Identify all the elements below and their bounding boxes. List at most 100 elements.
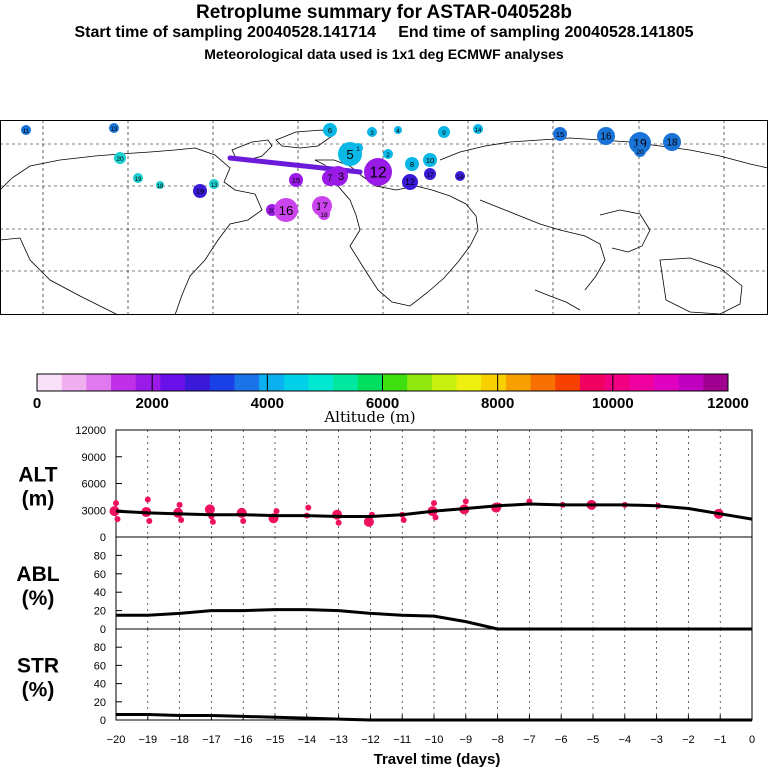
x-tick-label: −13 (329, 734, 348, 746)
map-cluster: 4 (394, 126, 402, 135)
colorbar-label: Altitude (m) (323, 408, 415, 426)
colorbar-swatch (185, 374, 211, 391)
x-tick-label: 0 (749, 734, 755, 746)
y-tick-label: 20 (94, 697, 106, 709)
alt-cluster-marker (144, 496, 151, 503)
cluster-marker (394, 126, 402, 134)
coastlines (0, 129, 768, 316)
map-cluster: 20 (114, 152, 126, 164)
y-tick-label: 40 (94, 587, 106, 599)
y-tick-label: 80 (94, 550, 106, 562)
colorbar-swatch (308, 374, 334, 391)
cluster-day-label: 18 (667, 138, 678, 149)
colorbar-swatch (259, 374, 285, 391)
colorbar-tick-label: 10000 (592, 395, 634, 412)
alt-cluster-marker (305, 504, 312, 511)
cluster-marker (455, 171, 465, 181)
map-cluster: 15 (289, 173, 303, 187)
map-cluster: 16 (274, 198, 298, 222)
map-cluster: 14 (473, 124, 483, 134)
cluster-day-label: 9 (442, 130, 446, 137)
colorbar-swatch (703, 374, 729, 391)
map-cluster: 1 (353, 143, 363, 153)
y-axis-title: STR (17, 655, 59, 678)
colorbar-swatch (135, 374, 161, 391)
map-cluster: 13 (109, 123, 119, 133)
cluster-day-label: 12 (369, 165, 386, 182)
colorbar-swatch (333, 374, 359, 391)
y-axis-unit: (m) (22, 488, 55, 511)
cluster-day-label: 8 (410, 160, 414, 169)
cluster-day-label: 17 (426, 172, 434, 179)
colorbar-swatch (86, 374, 112, 391)
cluster-marker (553, 127, 567, 141)
cluster-day-label: 19 (196, 187, 205, 196)
y-axis-unit: (%) (22, 679, 55, 702)
colorbar-swatch (604, 374, 630, 391)
x-tick-label: −16 (234, 734, 253, 746)
cluster-marker (405, 157, 419, 171)
cluster-marker (423, 153, 437, 167)
cluster-day-label: 14 (475, 128, 482, 134)
alt-cluster-marker (273, 508, 280, 515)
colorbar-swatch (555, 374, 581, 391)
colorbar-swatch (579, 374, 606, 391)
alt-cluster-marker (431, 500, 437, 507)
map-cluster: 19 (133, 173, 143, 183)
alt-cluster-marker (146, 517, 153, 524)
colorbar-tick-label: 12000 (707, 395, 749, 412)
colorbar-swatch (111, 374, 137, 391)
cluster-marker (109, 123, 119, 133)
y-tick-label: 20 (94, 606, 106, 618)
y-tick-label: 3000 (82, 505, 106, 517)
y-tick-label: 6000 (82, 479, 106, 491)
x-tick-label: −10 (425, 734, 444, 746)
altitude-colorbar: 0 2000 4000 6000 8000 10000 12000 Altitude (m) (33, 373, 749, 426)
cluster-marker (634, 145, 646, 157)
abl-panel: 0 20 40 60 80 ABL(%) (16, 536, 753, 636)
x-axis: −20 −19 −18 −17 −16 −15 −14 −13 −12 −11 −10 −9 −8 −7−… (107, 715, 755, 746)
map-frame (0, 120, 768, 315)
map-cluster: 17 (424, 168, 436, 180)
cluster-day-label: 13 (111, 127, 118, 133)
cluster-day-label: 10 (426, 156, 435, 165)
map-cluster: 16 (597, 127, 615, 145)
map-cluster: 6 (323, 123, 337, 137)
colorbar-swatch (234, 374, 260, 391)
map-cluster: 18 (663, 133, 681, 151)
cluster-day-label: 20 (636, 149, 644, 156)
map-cluster: 10 (423, 153, 437, 167)
cluster-day-label: 11 (23, 129, 30, 135)
cluster-day-label: 15 (292, 176, 301, 185)
colorbar-swatch (629, 374, 655, 391)
colorbar-tick-label: 0 (33, 395, 41, 412)
cluster-marker (318, 208, 330, 220)
map-cluster: 18 (156, 181, 164, 190)
cluster-marker (353, 143, 363, 153)
colorbar-swatch (407, 374, 433, 391)
str-panel: 0 20 40 60 80 STR(%) (17, 628, 753, 727)
x-tick-label: −5 (587, 734, 600, 746)
map-cluster: 8 (405, 157, 419, 171)
cluster-marker (383, 149, 393, 159)
y-tick-label: 40 (94, 679, 106, 691)
y-tick-label: 12000 (75, 425, 106, 437)
cluster-marker (114, 152, 126, 164)
y-tick-label: 0 (100, 532, 106, 544)
y-tick-label: 60 (94, 569, 106, 581)
colorbar-swatch (160, 374, 186, 391)
y-axis-title: ALT (18, 464, 57, 487)
cluster-marker (322, 170, 338, 186)
cluster-day-label: 13 (211, 183, 218, 189)
cluster-day-label: 6 (328, 126, 332, 135)
x-tick-label: −1 (714, 734, 727, 746)
colorbar-swatch (505, 374, 532, 391)
cluster-marker (193, 184, 207, 198)
colorbar-swatch (481, 374, 507, 391)
cluster-day-label: 12 (405, 177, 415, 187)
alt-cluster-marker (209, 518, 216, 525)
cluster-day-label: 20 (116, 156, 124, 163)
colorbar-swatch (653, 374, 680, 391)
cluster-day-label: 18 (320, 212, 328, 219)
